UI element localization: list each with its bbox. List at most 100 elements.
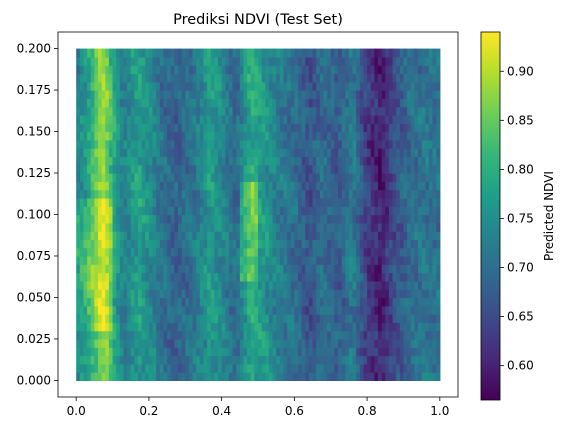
heatmap-cell	[236, 131, 241, 141]
heatmap-cell	[156, 222, 161, 232]
heatmap-cell	[134, 65, 139, 75]
heatmap-cell	[388, 363, 394, 373]
heatmap-cell	[421, 48, 426, 58]
heatmap-cell	[148, 65, 154, 75]
heatmap-cell	[432, 355, 437, 365]
heatmap-cell	[399, 114, 405, 124]
heatmap-cell	[225, 255, 230, 265]
heatmap-cell	[174, 314, 179, 323]
heatmap-cell	[261, 239, 266, 249]
heatmap-cell	[207, 314, 212, 323]
heatmap-cell	[421, 330, 426, 340]
heatmap-cell	[123, 347, 128, 357]
heatmap-cell	[225, 131, 230, 141]
heatmap-cell	[134, 338, 139, 348]
heatmap-cell	[265, 231, 270, 240]
heatmap-cell	[428, 338, 434, 348]
heatmap-cell	[236, 214, 241, 224]
heatmap-cell	[163, 197, 168, 207]
heatmap-cell	[79, 255, 85, 265]
heatmap-cell	[359, 148, 365, 158]
heatmap-cell	[388, 297, 394, 307]
heatmap-cell	[352, 297, 357, 307]
heatmap-cell	[228, 114, 234, 124]
heatmap-cell	[170, 372, 175, 382]
heatmap-cell	[254, 123, 259, 133]
heatmap-cell	[432, 314, 437, 323]
heatmap-cell	[134, 131, 139, 141]
heatmap-cell	[308, 347, 314, 357]
heatmap-cell	[79, 73, 85, 83]
heatmap-cell	[254, 181, 259, 191]
heatmap-cell	[338, 181, 343, 191]
heatmap-cell	[352, 189, 357, 199]
colorbar-tick-label: 0.80	[507, 162, 534, 176]
heatmap-cell	[116, 181, 121, 191]
heatmap-cell	[403, 322, 408, 332]
colorbar: 0.600.650.700.750.800.850.90 Predicted N…	[480, 31, 556, 401]
heatmap-cell	[250, 114, 255, 124]
heatmap-cell	[156, 314, 161, 323]
heatmap-cell	[232, 139, 237, 149]
heatmap-cell	[228, 347, 234, 357]
heatmap-cell	[141, 247, 146, 257]
heatmap-cell	[123, 206, 128, 216]
heatmap-cell	[250, 338, 255, 348]
heatmap-cell	[279, 322, 285, 332]
heatmap-cell	[312, 56, 317, 66]
heatmap-cell	[370, 239, 375, 249]
heatmap-cell	[352, 322, 357, 332]
heatmap-cell	[185, 73, 190, 83]
heatmap-cell	[323, 206, 328, 216]
heatmap-cell	[167, 181, 172, 191]
heatmap-cell	[214, 98, 219, 108]
heatmap-cell	[298, 131, 303, 141]
heatmap-cell	[396, 372, 401, 382]
heatmap-cell	[76, 330, 81, 340]
heatmap-cell	[98, 73, 103, 83]
heatmap-cell	[236, 148, 241, 158]
heatmap-cell	[272, 297, 277, 307]
heatmap-cell	[388, 280, 394, 290]
heatmap-cell	[116, 73, 121, 83]
heatmap-cell	[167, 114, 172, 124]
heatmap-cell	[83, 330, 88, 340]
heatmap-cell	[407, 338, 412, 348]
heatmap-cell	[294, 272, 299, 282]
heatmap-cell	[363, 181, 368, 191]
heatmap-cell	[396, 148, 401, 158]
heatmap-cell	[145, 106, 150, 116]
heatmap-cell	[185, 280, 190, 290]
heatmap-cell	[403, 65, 408, 75]
heatmap-cell	[116, 247, 121, 257]
heatmap-cell	[338, 264, 343, 274]
heatmap-cell	[243, 181, 248, 191]
heatmap-cell	[338, 90, 343, 99]
heatmap-cell	[334, 297, 339, 307]
heatmap-cell	[410, 197, 415, 207]
heatmap-cell	[261, 314, 266, 323]
heatmap-cell	[228, 355, 234, 365]
heatmap-cell	[232, 56, 237, 66]
heatmap-cell	[432, 131, 437, 141]
heatmap-cell	[283, 289, 288, 299]
heatmap-cell	[112, 280, 117, 290]
heatmap-cell	[134, 73, 139, 83]
heatmap-cell	[152, 231, 157, 240]
heatmap-cell	[279, 305, 285, 315]
heatmap-cell	[254, 363, 259, 373]
heatmap-cell	[374, 289, 379, 299]
heatmap-cell	[159, 156, 165, 166]
heatmap-cell	[381, 197, 386, 207]
heatmap-cell	[370, 197, 375, 207]
heatmap-cell	[116, 114, 121, 124]
heatmap-cell	[370, 280, 375, 290]
heatmap-cell	[178, 148, 183, 158]
heatmap-cell	[323, 148, 328, 158]
heatmap-cell	[341, 214, 346, 224]
heatmap-cell	[272, 98, 277, 108]
heatmap-cell	[196, 197, 201, 207]
heatmap-cell	[268, 139, 274, 149]
heatmap-cell	[323, 363, 328, 373]
heatmap-cell	[378, 314, 383, 323]
